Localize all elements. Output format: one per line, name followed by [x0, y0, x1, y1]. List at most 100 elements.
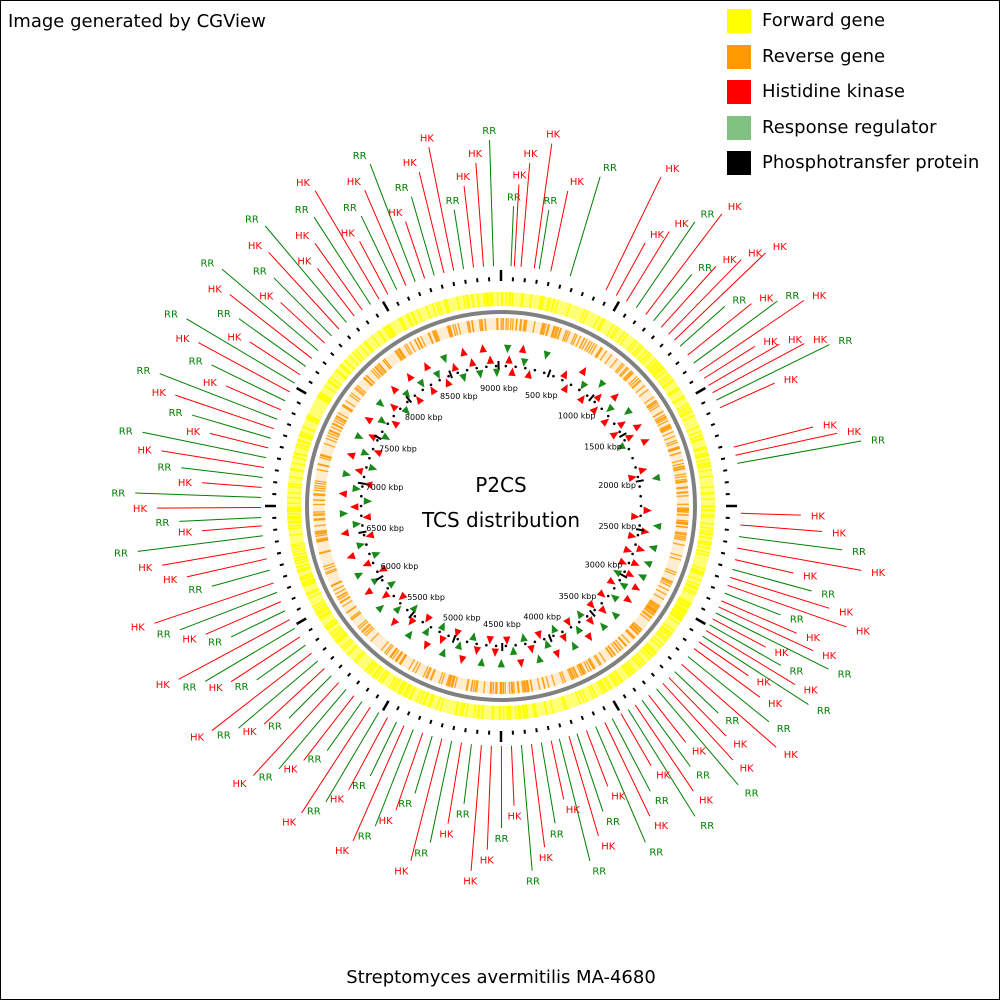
hk-leader-line [303, 695, 355, 761]
ruler-tick-label: 9000 kbp [480, 384, 518, 393]
forward-gene-mark [287, 496, 302, 499]
legend-swatch-response-regulator [727, 115, 751, 140]
reverse-gene-mark [599, 350, 608, 361]
hk-marker [363, 481, 373, 489]
outer-tick [279, 563, 284, 567]
ruler-dot [371, 447, 375, 451]
reverse-gene-mark [380, 640, 390, 652]
reverse-gene-mark [323, 442, 336, 448]
hk-leader-line [533, 143, 553, 269]
ruler-dot [542, 637, 546, 641]
hk-leader-line [249, 341, 301, 376]
reverse-gene-mark [430, 669, 437, 681]
rr-marker [363, 497, 373, 505]
hk-label: HK [175, 334, 190, 345]
hk-marker [623, 545, 633, 553]
reverse-gene-mark [394, 350, 403, 361]
hk-leader-line [662, 682, 734, 761]
hk-label: HK [227, 332, 242, 343]
forward-gene-mark [622, 664, 633, 677]
legend-swatch-forward-gene [727, 9, 751, 33]
reverse-gene-mark [374, 365, 384, 376]
ruler-dot [504, 644, 508, 648]
hk-leader-line [475, 162, 484, 267]
hk-marker [502, 636, 511, 645]
forward-gene-mark [695, 458, 710, 463]
hk-label: HK [748, 249, 763, 260]
reverse-gene-mark [349, 394, 360, 403]
forward-gene-mark [306, 416, 320, 424]
forward-gene-mark [543, 701, 548, 716]
ruler-tick-label: 3000 kbp [585, 560, 623, 569]
rr-label: RR [235, 682, 249, 693]
hk-marker [473, 646, 482, 655]
reverse-gene-mark [363, 376, 374, 386]
hk-marker [430, 386, 438, 396]
rr-leader-line [264, 225, 347, 323]
forward-gene-mark [371, 334, 381, 347]
hk-leader-line [668, 259, 742, 335]
rr-label: RR [495, 834, 509, 845]
legend-label: Reverse gene [762, 45, 886, 67]
forward-gene-mark [688, 575, 702, 582]
outer-tick [718, 445, 723, 449]
hk-label: HK [190, 733, 205, 744]
reverse-gene-mark [334, 417, 346, 425]
forward-gene-mark [418, 690, 426, 705]
outer-tick [667, 352, 672, 357]
ruler-tick [358, 530, 367, 534]
rr-leader-line [360, 215, 398, 291]
reverse-gene-mark [662, 430, 674, 437]
rr-label: RR [358, 832, 372, 843]
forward-gene-mark [667, 386, 680, 396]
reverse-gene-mark [675, 525, 688, 529]
hk-marker [459, 654, 467, 664]
hk-marker [627, 531, 637, 539]
outer-tick [286, 585, 292, 589]
forward-gene-mark [697, 541, 712, 546]
ruler-dot [494, 644, 498, 648]
forward-gene-mark [672, 607, 686, 616]
hk-leader-line [681, 663, 777, 748]
forward-gene-mark [287, 516, 302, 519]
hk-leader-line [314, 242, 363, 311]
ruler-tick [635, 528, 645, 532]
ruler-dot [577, 388, 581, 392]
reverse-gene-mark [326, 434, 339, 441]
forward-gene-mark [694, 453, 709, 458]
rr-marker [342, 469, 352, 478]
reverse-gene-mark [614, 362, 624, 373]
outer-tick [535, 279, 538, 284]
reverse-gene-mark [342, 404, 353, 412]
genome-backbone [305, 310, 697, 702]
outer-tick [558, 723, 562, 728]
rr-label: RR [543, 196, 557, 207]
rr-leader-line [510, 206, 515, 267]
forward-gene-mark [662, 379, 675, 390]
reverse-gene-mark [355, 386, 366, 396]
rr-label: RR [155, 518, 169, 529]
forward-gene-mark [299, 432, 314, 439]
forward-gene-mark [354, 652, 366, 664]
forward-gene-mark [353, 650, 365, 662]
hk-marker [559, 633, 567, 643]
outer-tick [535, 728, 538, 733]
hk-leader-line [550, 190, 569, 272]
reverse-gene-mark [508, 681, 511, 694]
reverse-gene-mark [370, 369, 380, 380]
rr-marker [371, 551, 381, 559]
hk-leader-line [712, 343, 805, 394]
forward-gene-mark [678, 596, 692, 605]
hk-marker [454, 628, 462, 638]
outer-tick [714, 434, 720, 438]
hk-leader-line [348, 717, 388, 790]
reverse-gene-mark [675, 481, 688, 484]
forward-gene-mark [673, 605, 687, 614]
hk-label: HK [839, 607, 854, 618]
hk-label: HK [611, 792, 626, 803]
forward-gene-mark [473, 704, 477, 719]
hk-marker [486, 635, 495, 645]
rr-marker [536, 654, 544, 664]
rr-marker [571, 641, 580, 651]
forward-gene-mark [679, 409, 693, 418]
